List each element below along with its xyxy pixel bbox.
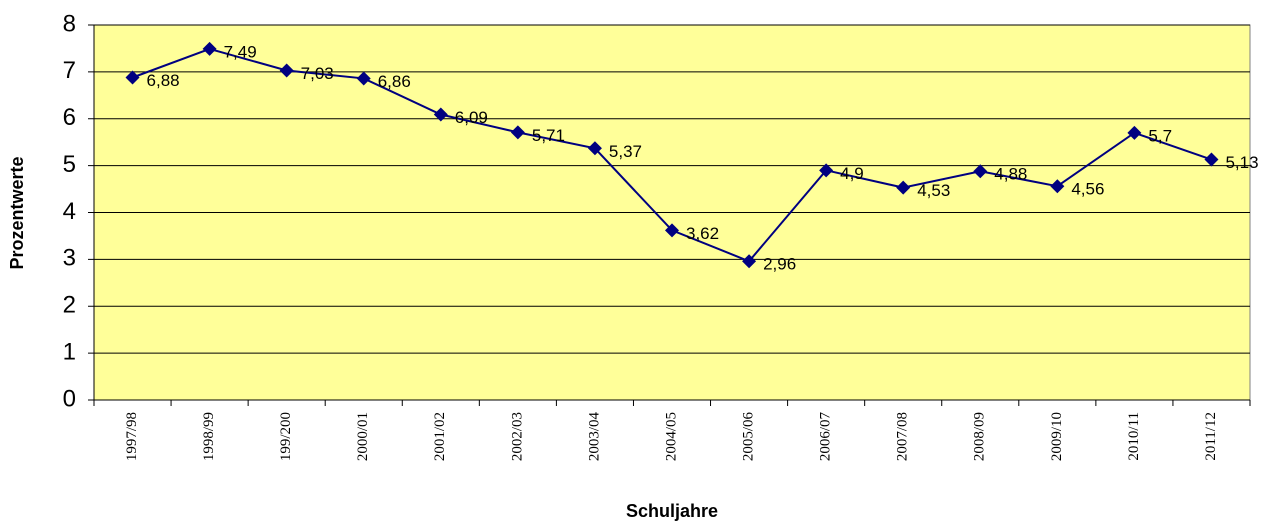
y-tick-label: 8 <box>63 10 76 37</box>
x-tick-label: 2000/01 <box>355 412 371 461</box>
value-label: 3,62 <box>686 224 719 243</box>
data-point <box>896 180 911 195</box>
y-tick-label: 3 <box>63 245 76 272</box>
value-label: 6,86 <box>378 72 411 91</box>
y-axis-label: Prozentwerte <box>7 156 27 269</box>
x-tick-label: 1997/98 <box>124 412 140 461</box>
y-tick-label: 4 <box>63 198 76 225</box>
data-point <box>973 164 988 179</box>
value-label: 5,7 <box>1148 126 1172 145</box>
x-tick-label: 199/200 <box>278 412 294 461</box>
data-point <box>202 41 217 56</box>
x-tick-label: 2002/03 <box>509 412 525 461</box>
value-label: 5,13 <box>1225 153 1258 172</box>
x-tick-label: 2001/02 <box>432 412 448 461</box>
x-tick-label: 2005/06 <box>741 412 757 462</box>
value-label: 4,53 <box>917 181 950 200</box>
y-tick-label: 0 <box>63 385 76 412</box>
data-point <box>433 107 448 122</box>
data-point <box>125 70 140 85</box>
x-tick-label: 2011/12 <box>1203 412 1219 461</box>
value-label: 6,09 <box>455 108 488 127</box>
y-tick-label: 1 <box>63 338 76 365</box>
data-point <box>665 223 679 238</box>
data-point <box>1204 152 1219 167</box>
x-tick-label: 2006/07 <box>818 412 834 462</box>
data-point <box>1127 125 1142 140</box>
y-tick-label: 6 <box>63 104 76 131</box>
value-label: 7,49 <box>224 42 257 61</box>
x-axis-label: Schuljahre <box>626 501 718 521</box>
x-tick-label: 2004/05 <box>663 412 679 461</box>
data-point <box>510 125 525 140</box>
data-point <box>356 71 371 86</box>
x-tick-label: 2010/11 <box>1126 412 1142 461</box>
x-tick-label: 1998/99 <box>201 412 217 461</box>
value-label: 4,88 <box>994 165 1027 184</box>
value-label: 5,37 <box>609 142 642 161</box>
x-tick-label: 2009/10 <box>1049 412 1065 461</box>
value-label: 2,96 <box>763 255 796 274</box>
data-point <box>819 163 834 178</box>
x-tick-label: 2008/09 <box>972 412 988 461</box>
value-label: 5,71 <box>532 126 565 145</box>
value-label: 4,56 <box>1071 180 1104 199</box>
data-point <box>587 141 602 156</box>
value-label: 6,88 <box>147 71 180 90</box>
value-label: 4,9 <box>840 164 864 183</box>
data-point <box>1050 179 1065 194</box>
x-tick-label: 2007/08 <box>895 412 911 461</box>
x-tick-label: 2003/04 <box>586 412 602 462</box>
y-tick-label: 7 <box>63 57 76 84</box>
value-label: 7,03 <box>301 64 334 83</box>
y-tick-label: 2 <box>63 292 76 319</box>
data-point <box>279 63 294 78</box>
y-tick-label: 5 <box>63 151 76 178</box>
data-point <box>742 254 757 269</box>
